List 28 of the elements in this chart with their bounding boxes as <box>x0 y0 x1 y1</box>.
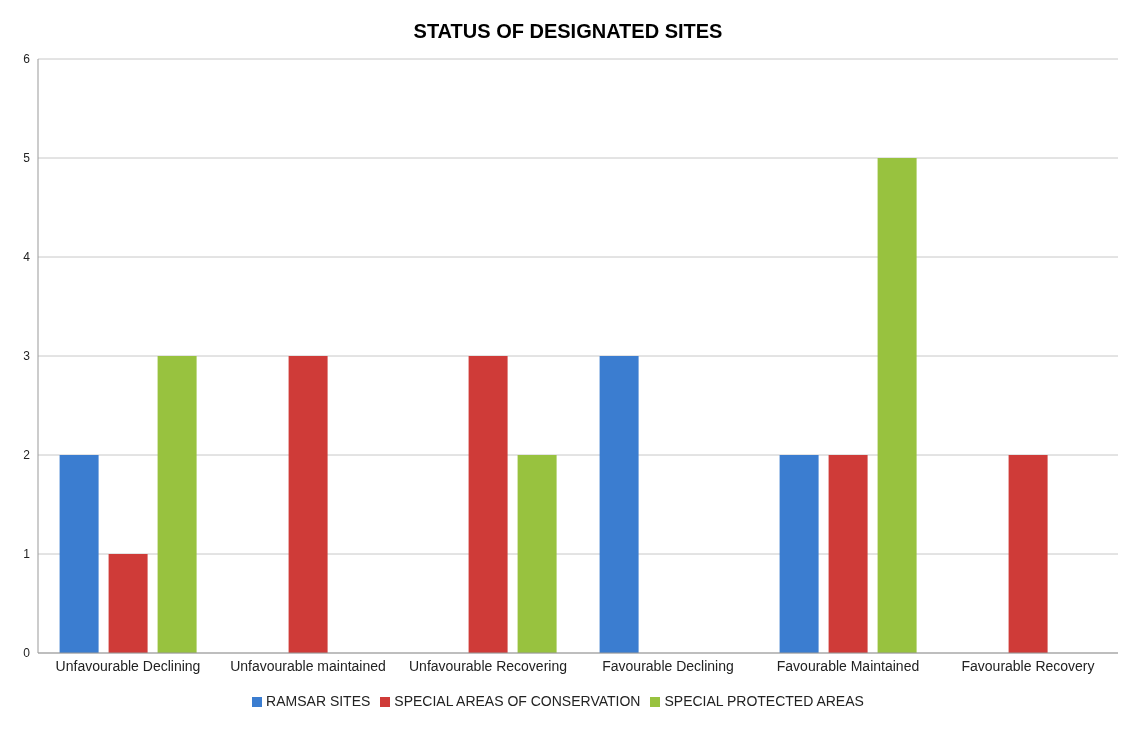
x-tick-label: Unfavourable maintained <box>230 657 386 674</box>
x-tick-label: Favourable Maintained <box>776 657 920 674</box>
bar <box>288 356 328 653</box>
bar <box>108 554 148 653</box>
x-tick-label: Favourable Declining <box>602 657 734 674</box>
legend-label: SPECIAL AREAS OF CONSERVATION <box>394 693 641 709</box>
y-tick-label: 4 <box>23 250 31 265</box>
y-tick-label: 1 <box>23 547 31 562</box>
y-tick-label: 6 <box>23 52 31 67</box>
legend-label: SPECIAL PROTECTED AREAS <box>664 693 864 709</box>
x-tick-label: Unfavourable Declining <box>55 657 201 674</box>
bar <box>877 158 917 653</box>
bar <box>599 356 639 653</box>
y-tick-label: 2 <box>23 448 31 463</box>
x-tick-label: Unfavourable Recovering <box>409 657 567 674</box>
bar <box>59 455 99 653</box>
bar <box>157 356 197 653</box>
bar <box>1008 455 1048 653</box>
bar <box>517 455 557 653</box>
x-tick-label: Favourable Recovery <box>961 657 1095 674</box>
bar <box>779 455 819 653</box>
bar <box>828 455 868 653</box>
chart-title: STATUS OF DESIGNATED SITES <box>412 20 724 43</box>
y-tick-label: 0 <box>23 646 31 661</box>
legend-label: RAMSAR SITES <box>266 693 371 709</box>
y-tick-label: 3 <box>23 349 31 364</box>
bar <box>468 356 508 653</box>
y-tick-label: 5 <box>23 151 31 166</box>
